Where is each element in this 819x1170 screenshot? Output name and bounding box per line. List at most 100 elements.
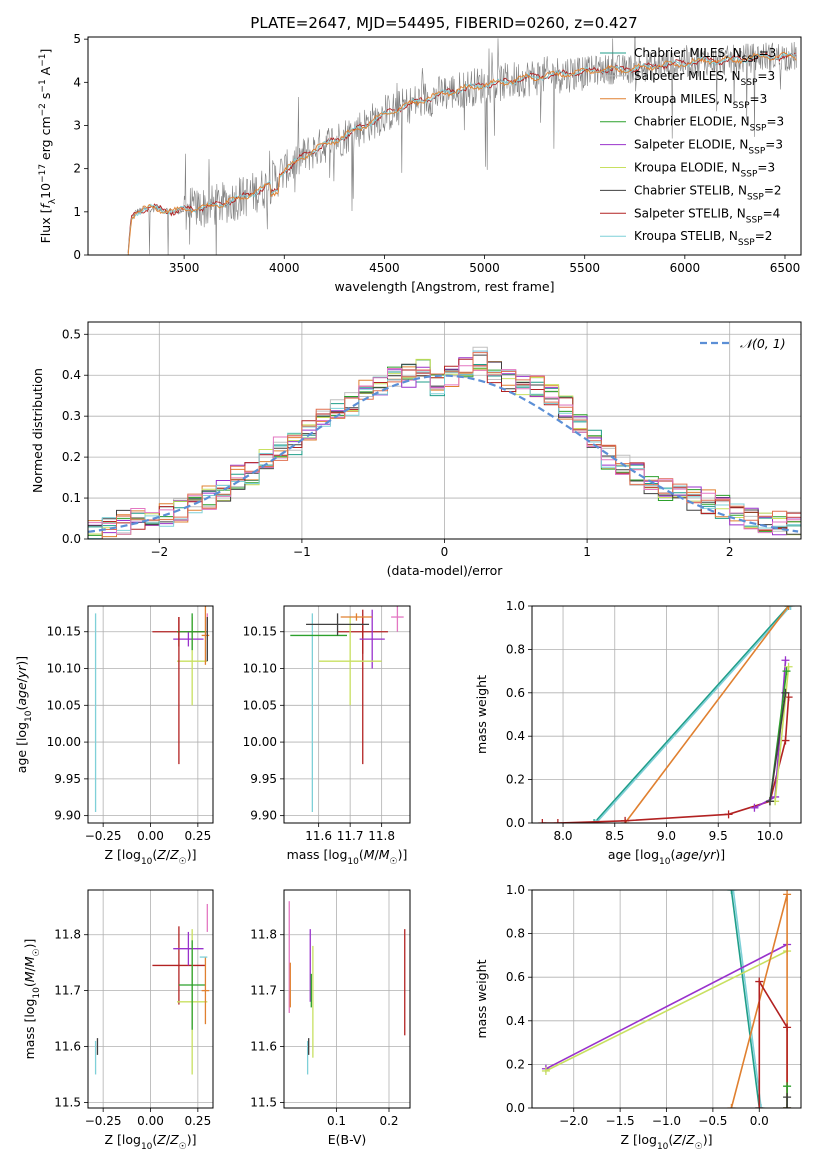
x-tick-label: −1 <box>293 545 311 559</box>
label-part: )] <box>715 847 725 862</box>
label-part: ( <box>359 847 364 862</box>
series-line <box>538 693 793 823</box>
y-tick-label: 2 <box>73 162 81 176</box>
x-tick-label: 3500 <box>169 261 200 275</box>
y-tick-label: 10.05 <box>243 698 277 712</box>
label-part: ( <box>14 706 29 711</box>
series-marker <box>783 1082 792 1091</box>
x-tick-label: 11.7 <box>337 829 364 843</box>
model-spectrum <box>127 51 797 255</box>
label-part: A <box>38 66 53 79</box>
x-axis-label: (data-model)/error <box>387 563 504 578</box>
y-tick-label: 0 <box>73 248 81 262</box>
label-part: Z <box>685 1132 695 1147</box>
series-line <box>783 1093 792 1108</box>
legend-label: Chabrier ELODIE, NSSP=3 <box>634 115 784 134</box>
series-marker <box>783 890 792 899</box>
label-part: M <box>364 847 375 862</box>
axes-frame: −0.25 0.00 0.25 11.5 11.6 11.7 11.8 <box>54 889 214 1128</box>
label-part: Z [log <box>104 1132 140 1147</box>
y-tick-label: 9.90 <box>250 809 277 823</box>
x-tick-label: 11.6 <box>305 829 332 843</box>
errorbar-point <box>340 613 373 621</box>
spectrum-panel: 3500 4000 4500 5000 5500 6000 6500 0 1 2 3 4 5 wavele… <box>38 32 802 294</box>
series-line <box>729 890 766 1108</box>
label-part: 10 <box>657 1142 669 1152</box>
label-part: )] <box>703 1132 713 1147</box>
series-marker <box>783 1104 792 1108</box>
label-part: M <box>379 847 390 862</box>
label-part: =3 <box>765 138 783 152</box>
label-part: Kroupa MILES, N <box>634 92 733 106</box>
label-part: )] <box>22 939 37 949</box>
y-tick-label: 0.4 <box>506 729 525 743</box>
series-marker <box>783 1023 792 1032</box>
errorbar-point <box>318 617 382 706</box>
plot-area <box>127 37 797 255</box>
label-part: SSP <box>738 238 755 248</box>
label-part: / <box>682 1132 687 1147</box>
label-part: −1 <box>38 79 48 92</box>
label-part: ☉ <box>179 857 187 867</box>
label-part: mass weight <box>474 959 489 1038</box>
series-line <box>765 688 790 806</box>
y-tick-label: 10.15 <box>47 625 81 639</box>
label-part: −2 <box>38 103 48 116</box>
label-part: =2 <box>755 229 773 243</box>
grid-lines <box>284 890 410 1108</box>
label-part: =3 <box>759 46 777 60</box>
mass-weight-vs-age-panel: 8.0 8.5 9.0 9.5 10.0 0.0 0.2 0.4 0.6 0.8 1.0 age [l… <box>474 599 802 867</box>
y-axis-label: age [log10(age/yr)] <box>14 656 34 773</box>
y-axis-label: mass weight <box>474 675 489 754</box>
errorbar-point <box>178 940 206 1030</box>
axes-border <box>283 605 411 824</box>
y-tick-label: 4 <box>73 75 81 89</box>
label-part: / <box>699 847 704 862</box>
errorbar-point <box>306 613 370 636</box>
series-marker <box>755 1104 764 1108</box>
axes-border <box>87 36 802 256</box>
label-part: −17 <box>38 164 48 183</box>
label-part: SSP <box>746 215 763 225</box>
label-part: age [log <box>608 847 659 862</box>
x-tick-label: 0.00 <box>137 829 164 843</box>
label-part: ☉ <box>32 948 42 956</box>
plot-area <box>290 606 404 812</box>
x-tick-label: 9.0 <box>657 829 676 843</box>
x-tick-label: 0.00 <box>137 1114 164 1128</box>
label-part: f <box>38 203 53 209</box>
series-marker <box>727 890 736 894</box>
legend-label: Kroupa ELODIE, NSSP=3 <box>634 161 775 180</box>
y-tick-label: 0.0 <box>62 532 81 546</box>
series-path <box>732 890 762 1108</box>
label-part: / <box>166 1132 171 1147</box>
series-marker <box>592 819 601 823</box>
label-part: )] <box>398 847 408 862</box>
label-part: Z <box>672 1132 682 1147</box>
series-marker <box>553 819 562 823</box>
y-tick-label: 0.0 <box>506 1101 525 1115</box>
axes-frame: −0.25 0.00 0.25 9.90 9.95 10.00 10.05 10.10 10.1… <box>47 605 214 843</box>
x-tick-label: 4500 <box>369 261 400 275</box>
x-tick-label: 0.0 <box>750 1114 769 1128</box>
age-vs-metallicity-panel: −0.25 0.00 0.25 9.90 9.95 10.00 10.05 10.10 10.1… <box>14 605 214 867</box>
legend-label: Chabrier MILES, NSSP=3 <box>634 46 776 65</box>
axes-border <box>283 889 411 1109</box>
series-line <box>621 606 793 823</box>
x-tick-label: 9.5 <box>709 829 728 843</box>
series-marker <box>781 736 790 745</box>
y-tick-label: 0.4 <box>506 1014 525 1028</box>
model-spectrum <box>127 52 797 254</box>
label-part: SSP <box>741 78 758 88</box>
y-tick-label: 0.2 <box>62 450 81 464</box>
label-part: 10 <box>659 857 671 867</box>
errorbar-point <box>391 606 404 632</box>
y-tick-label: 11.8 <box>250 928 277 942</box>
label-part: Chabrier MILES, N <box>634 46 742 60</box>
series-marker <box>724 810 733 819</box>
label-part: yr <box>702 847 716 862</box>
y-tick-label: 0.0 <box>506 816 525 830</box>
label-part: )] <box>187 1132 197 1147</box>
series-marker <box>729 890 738 894</box>
